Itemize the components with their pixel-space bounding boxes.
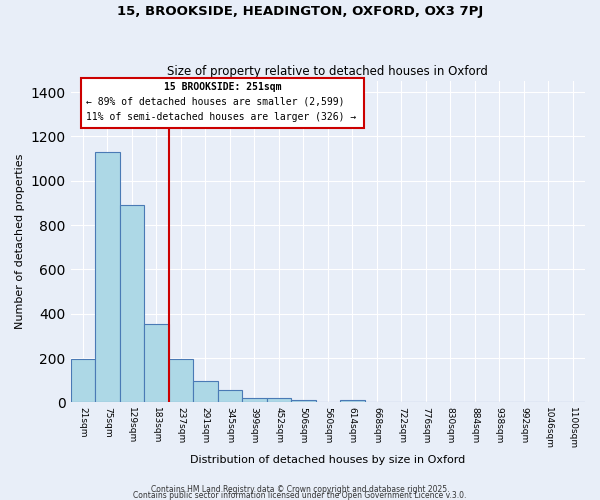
Bar — [193, 382, 218, 402]
Bar — [169, 359, 193, 403]
Bar — [291, 400, 316, 402]
FancyBboxPatch shape — [81, 78, 364, 128]
Bar — [242, 398, 266, 402]
Bar — [218, 390, 242, 402]
Text: 11% of semi-detached houses are larger (326) →: 11% of semi-detached houses are larger (… — [86, 112, 356, 122]
Bar — [71, 359, 95, 403]
Title: Size of property relative to detached houses in Oxford: Size of property relative to detached ho… — [167, 66, 488, 78]
Bar — [340, 400, 365, 402]
Text: 15, BROOKSIDE, HEADINGTON, OXFORD, OX3 7PJ: 15, BROOKSIDE, HEADINGTON, OXFORD, OX3 7… — [117, 5, 483, 18]
Text: ← 89% of detached houses are smaller (2,599): ← 89% of detached houses are smaller (2,… — [86, 96, 344, 106]
Text: 15 BROOKSIDE: 251sqm: 15 BROOKSIDE: 251sqm — [164, 82, 281, 92]
Y-axis label: Number of detached properties: Number of detached properties — [15, 154, 25, 330]
Bar — [119, 204, 144, 402]
Bar — [95, 152, 119, 403]
X-axis label: Distribution of detached houses by size in Oxford: Distribution of detached houses by size … — [190, 455, 466, 465]
Text: Contains public sector information licensed under the Open Government Licence v.: Contains public sector information licen… — [133, 490, 467, 500]
Bar — [144, 324, 169, 402]
Bar — [266, 398, 291, 402]
Text: Contains HM Land Registry data © Crown copyright and database right 2025.: Contains HM Land Registry data © Crown c… — [151, 484, 449, 494]
